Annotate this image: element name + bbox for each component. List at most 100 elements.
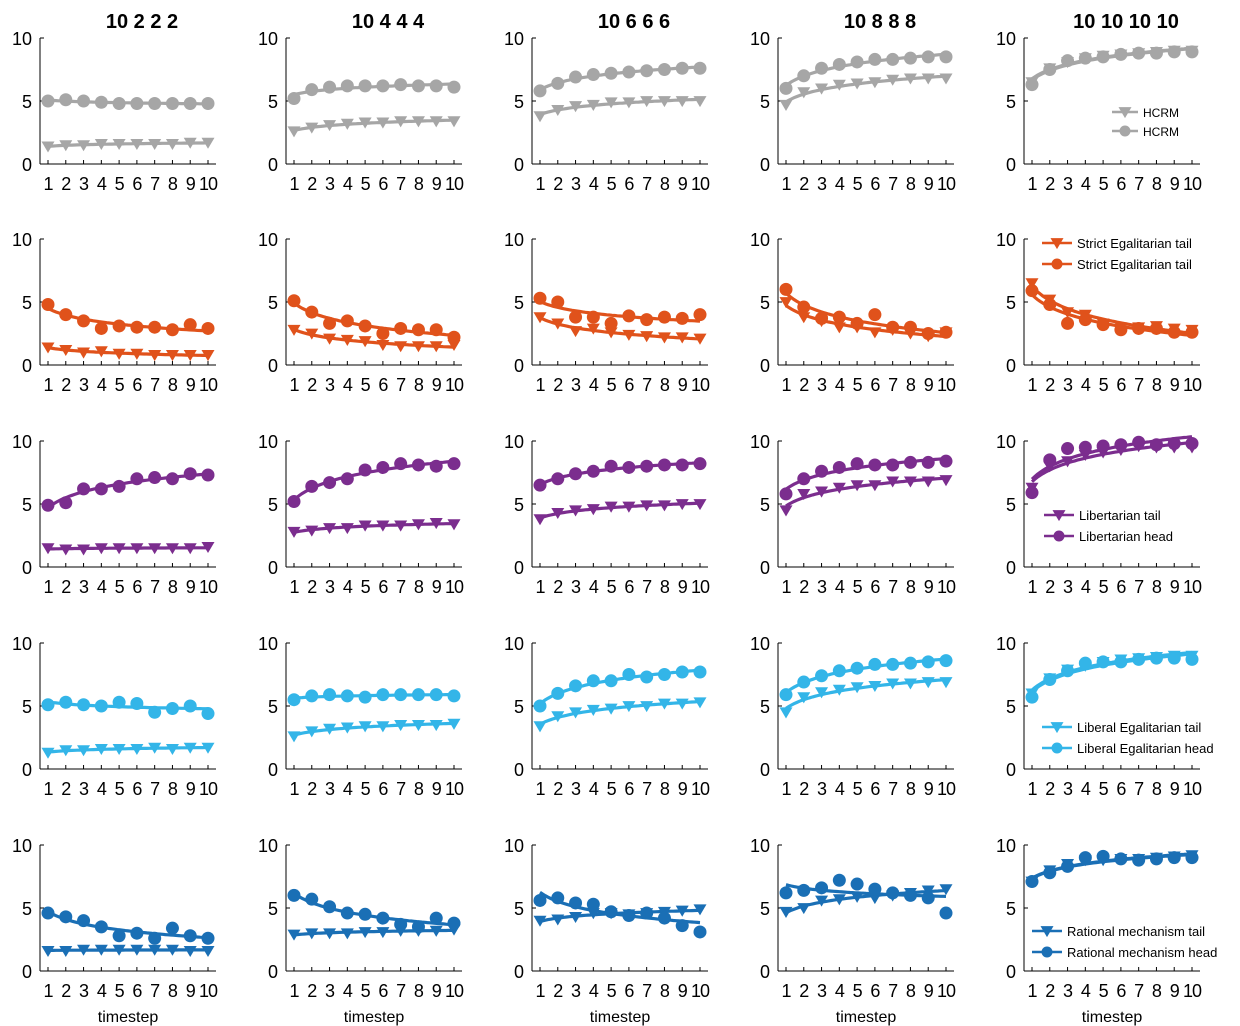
- x-tick-label: 5: [361, 981, 371, 1001]
- head-marker: [165, 921, 179, 935]
- x-tick-label: 5: [115, 577, 125, 597]
- head-marker: [657, 310, 671, 324]
- head-marker: [779, 886, 793, 900]
- tail-marker: [850, 480, 864, 492]
- head-marker: [640, 906, 654, 920]
- head-marker: [675, 61, 689, 75]
- head-marker: [1132, 46, 1146, 60]
- tail-marker: [201, 742, 215, 754]
- tail-fit-line: [539, 501, 701, 520]
- x-tick-label: 3: [571, 981, 581, 1001]
- tail-marker: [201, 137, 215, 149]
- x-tick-label: 4: [835, 174, 845, 194]
- tail-marker: [675, 698, 689, 710]
- x-tick-label: 8: [414, 375, 424, 395]
- tail-marker: [323, 333, 337, 345]
- tail-marker: [165, 350, 179, 362]
- y-tick-label: 10: [504, 634, 524, 654]
- tail-marker: [287, 929, 301, 941]
- head-marker: [1061, 664, 1075, 678]
- x-tick-label: 6: [870, 174, 880, 194]
- head-marker: [1167, 851, 1181, 865]
- tail-marker: [868, 680, 882, 693]
- x-tick-label: 8: [906, 981, 916, 1001]
- x-tick-label: 2: [61, 375, 71, 395]
- x-tick-label: 1: [781, 375, 791, 395]
- x-tick-label: 3: [325, 174, 335, 194]
- head-marker: [921, 655, 935, 669]
- head-marker: [376, 911, 390, 925]
- head-marker: [287, 294, 301, 308]
- tail-marker: [305, 328, 319, 340]
- y-tick-label: 10: [996, 836, 1016, 856]
- x-tick-label: 3: [325, 981, 335, 1001]
- head-marker: [41, 498, 55, 512]
- tail-fit-line: [785, 678, 947, 710]
- tail-marker: [287, 126, 301, 138]
- tail-marker: [429, 116, 443, 128]
- y-tick-label: 0: [268, 558, 278, 578]
- head-marker: [675, 919, 689, 933]
- legend-label: Strict Egalitarian tail: [1077, 236, 1192, 251]
- head-marker: [305, 689, 319, 703]
- tail-marker: [201, 541, 215, 554]
- x-tick-label: 10: [1183, 577, 1202, 597]
- tail-marker: [165, 944, 179, 956]
- tail-marker: [305, 726, 319, 738]
- head-marker: [622, 668, 636, 681]
- head-marker: [1078, 440, 1092, 454]
- head-marker: [358, 690, 372, 704]
- head-marker: [411, 323, 425, 337]
- head-marker: [1043, 298, 1057, 312]
- tail-marker: [551, 104, 565, 116]
- head-marker: [112, 479, 126, 493]
- x-tick-label: 1: [289, 981, 299, 1001]
- head-marker: [287, 888, 301, 902]
- head-fit-line: [785, 52, 947, 87]
- x-tick-label: 6: [132, 981, 142, 1001]
- tail-marker: [921, 885, 935, 897]
- head-marker: [165, 472, 179, 486]
- tail-fit-line: [539, 700, 701, 726]
- head-marker: [130, 97, 144, 111]
- x-tick-label: 8: [1152, 779, 1162, 799]
- tail-marker: [886, 74, 900, 86]
- legend-label: Libertarian head: [1079, 529, 1173, 544]
- y-tick-label: 0: [1006, 962, 1016, 982]
- y-tick-label: 0: [1006, 760, 1016, 780]
- x-tick-label: 7: [1134, 375, 1144, 395]
- head-fit-line: [293, 301, 455, 337]
- x-tick-label: 8: [1152, 174, 1162, 194]
- head-marker: [797, 472, 811, 486]
- tail-marker: [112, 743, 126, 756]
- tail-marker: [622, 329, 636, 341]
- x-tick-label: 7: [888, 174, 898, 194]
- x-tick-label: 10: [445, 577, 464, 597]
- y-tick-label: 0: [760, 760, 770, 780]
- x-tick-label: 3: [79, 174, 89, 194]
- head-marker: [340, 906, 354, 920]
- head-marker: [622, 65, 636, 79]
- y-tick-label: 10: [12, 432, 32, 452]
- x-tick-label: 10: [199, 981, 218, 1001]
- tail-marker: [305, 928, 319, 940]
- tail-marker: [429, 720, 443, 732]
- tail-marker: [868, 77, 882, 89]
- legend-head-marker: [1051, 258, 1063, 270]
- head-marker: [903, 320, 917, 334]
- head-marker: [394, 457, 408, 471]
- y-tick-label: 5: [514, 293, 524, 313]
- x-tick-label: 1: [43, 779, 53, 799]
- tail-marker: [868, 327, 882, 339]
- x-tick-label: 8: [906, 779, 916, 799]
- head-marker: [376, 460, 390, 474]
- tail-marker: [77, 347, 91, 359]
- y-tick-label: 5: [514, 697, 524, 717]
- tail-marker: [675, 332, 689, 344]
- x-tick-label: 1: [43, 577, 53, 597]
- head-marker: [1096, 50, 1110, 64]
- tail-marker: [165, 743, 179, 756]
- head-marker: [447, 457, 461, 471]
- tail-fit-line: [293, 721, 455, 737]
